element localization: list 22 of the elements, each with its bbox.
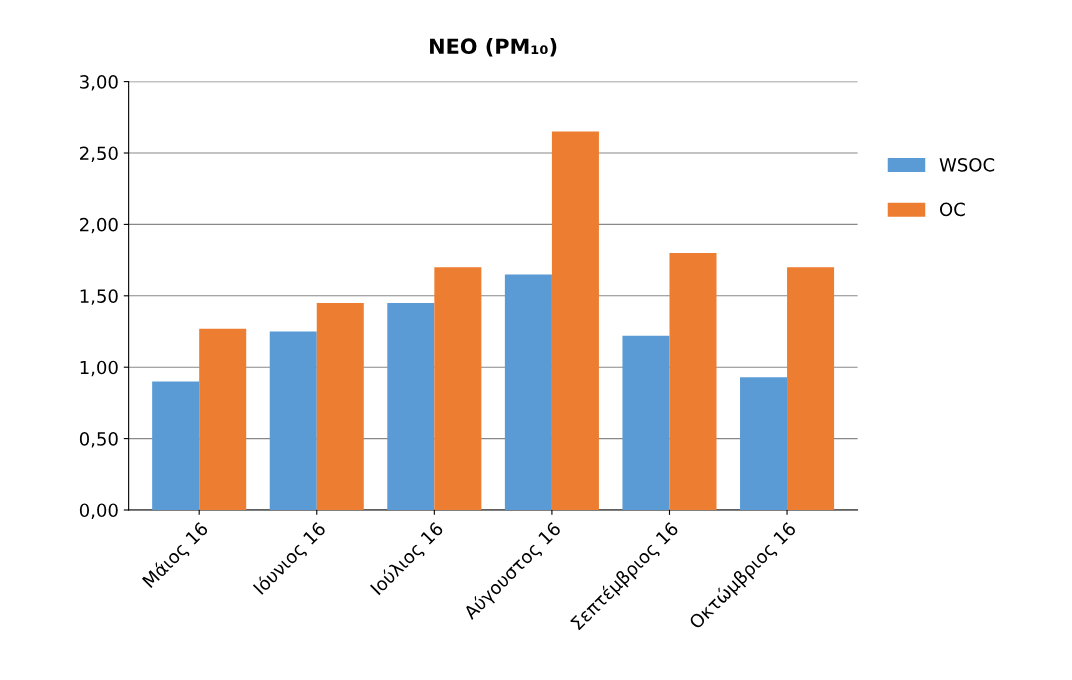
bar bbox=[269, 331, 317, 510]
bar bbox=[316, 302, 364, 510]
legend-label: OC bbox=[940, 202, 965, 217]
bar bbox=[740, 377, 788, 510]
legend-label: WSOC bbox=[939, 158, 995, 172]
bar bbox=[199, 328, 247, 510]
y-tick-label: 1,50 bbox=[80, 289, 118, 305]
y-tick-label: 0,00 bbox=[79, 503, 118, 519]
y-tick-label: 2,50 bbox=[80, 146, 118, 162]
bar bbox=[551, 131, 599, 510]
bar bbox=[787, 267, 835, 510]
y-tick-label: 3,00 bbox=[80, 75, 118, 91]
bar bbox=[622, 335, 670, 510]
bar bbox=[387, 302, 435, 510]
bar bbox=[669, 252, 717, 510]
bar bbox=[434, 267, 482, 510]
y-tick-label: 0,50 bbox=[79, 432, 118, 448]
chart-title: NEO (PM₁₀) bbox=[430, 38, 557, 57]
y-tick-label: 2,00 bbox=[80, 217, 118, 234]
bar bbox=[152, 381, 200, 510]
y-tick-label: 1,00 bbox=[80, 360, 118, 377]
bar bbox=[504, 274, 552, 510]
